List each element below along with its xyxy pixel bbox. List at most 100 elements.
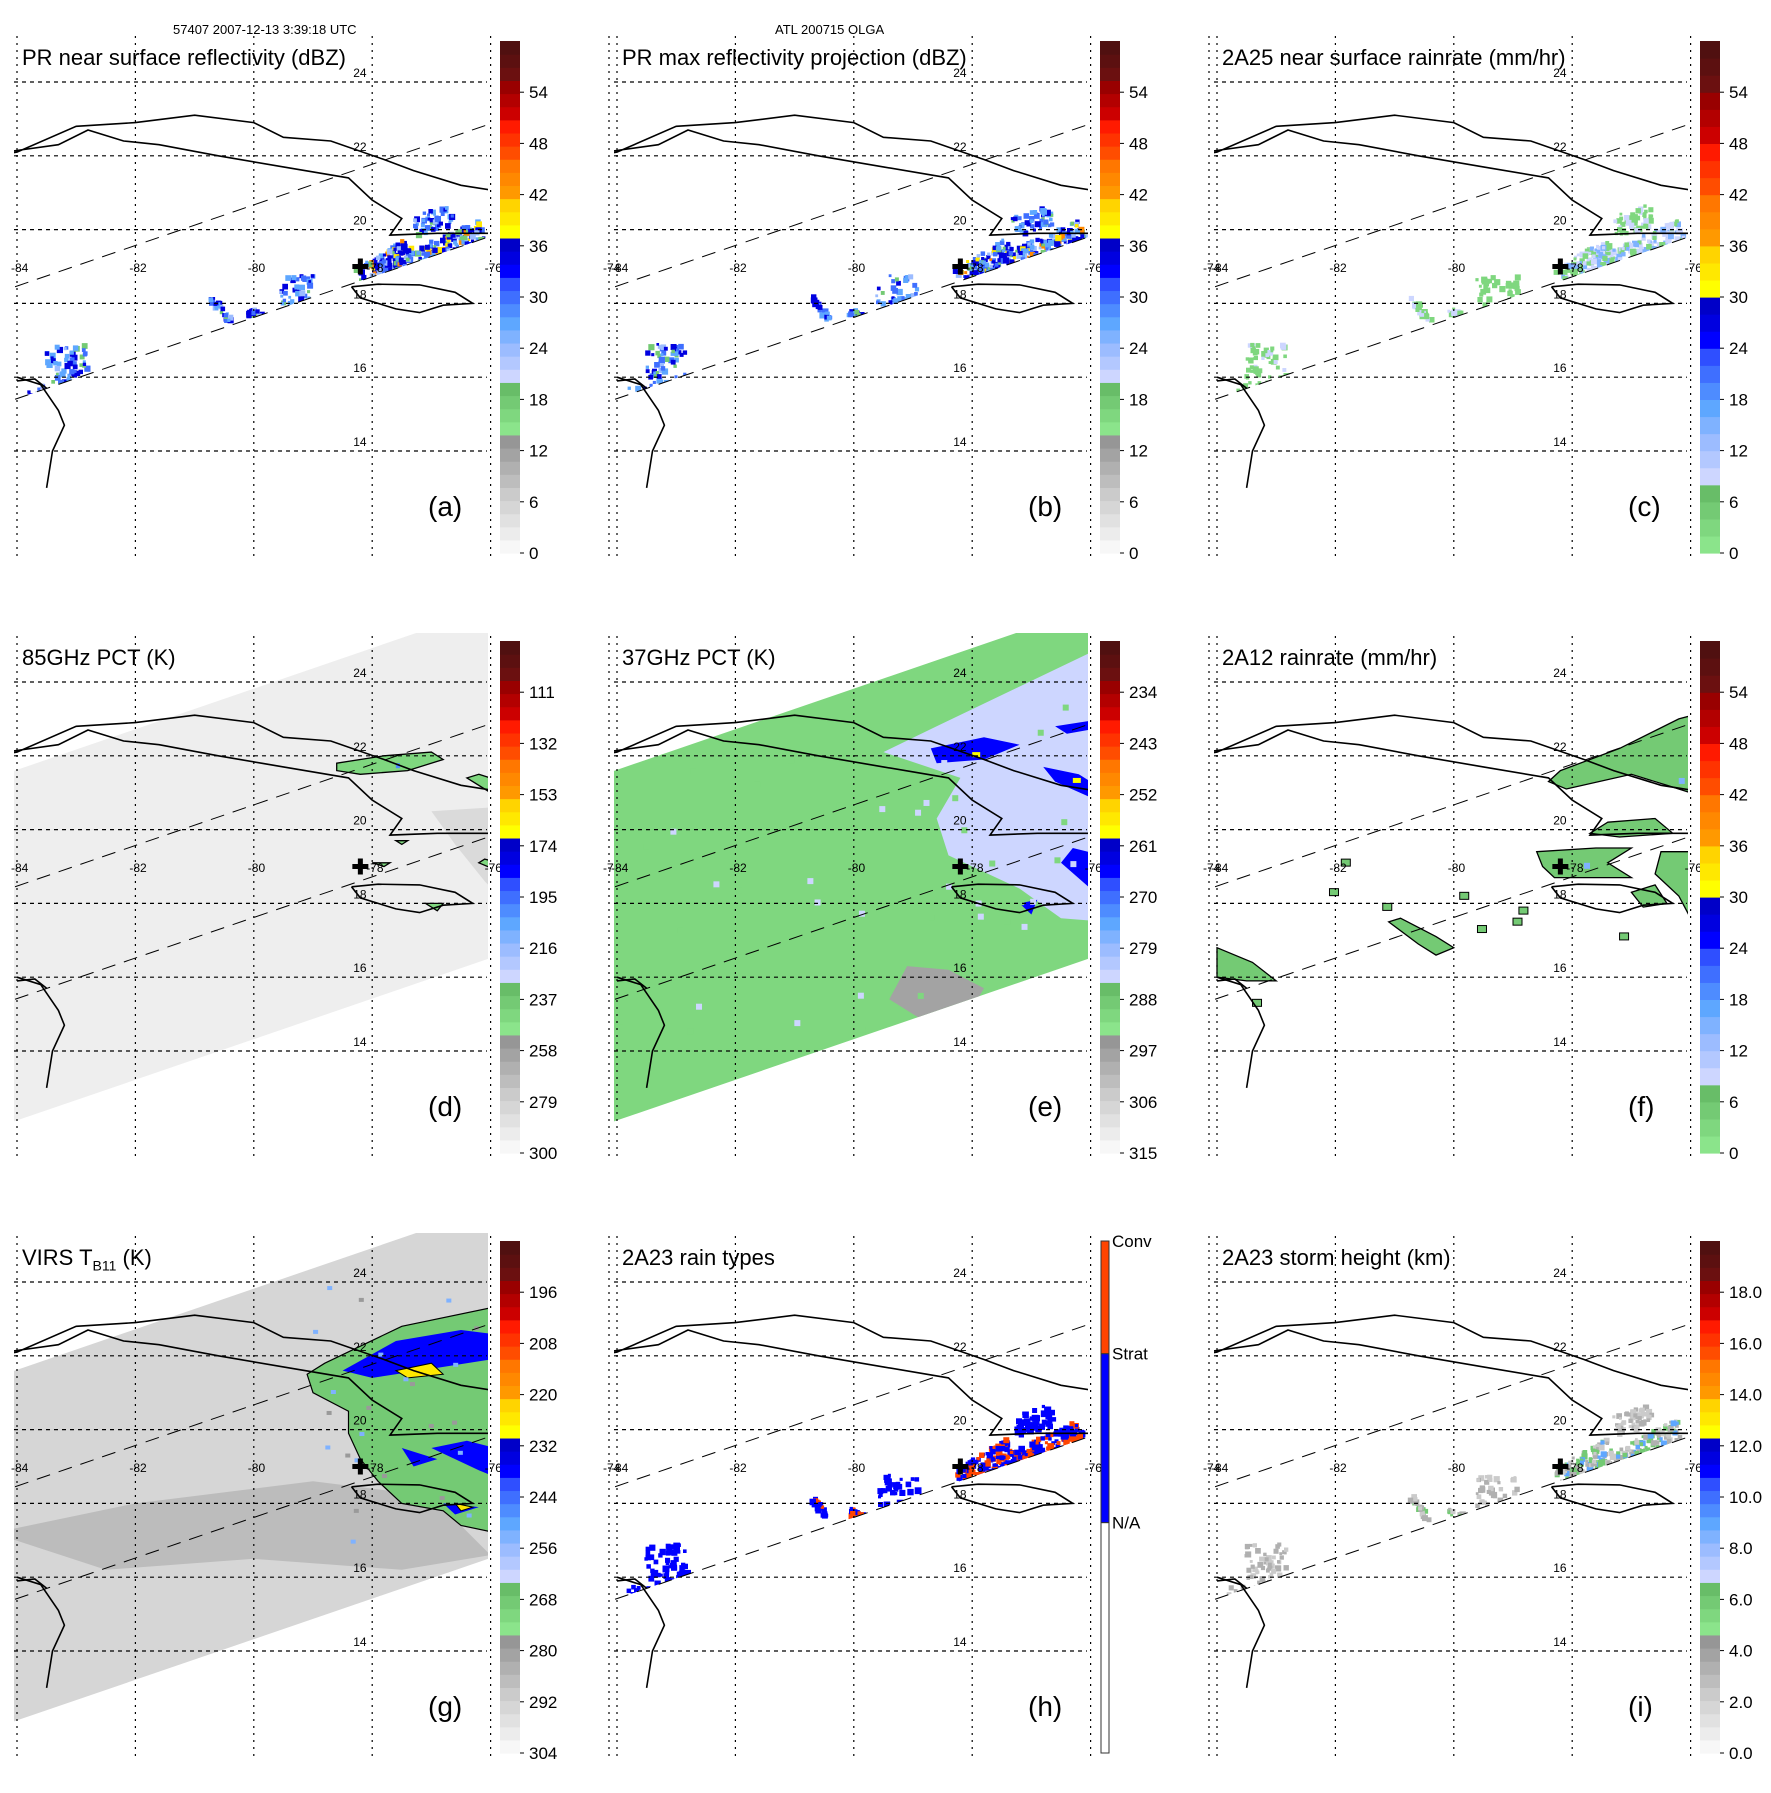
precip-pixel xyxy=(1581,1477,1586,1482)
precip-pixel xyxy=(1053,1455,1058,1460)
precip-pixel xyxy=(1643,1453,1647,1457)
precip-pixel xyxy=(662,1595,668,1601)
precip-pixel xyxy=(1231,405,1237,411)
precip-pixel xyxy=(666,421,669,424)
lat-tick-label: 20 xyxy=(1553,1414,1567,1428)
precip-pixel xyxy=(1409,296,1414,301)
precip-pixel xyxy=(435,261,440,266)
precip-pixel xyxy=(66,408,69,411)
precip-pixel xyxy=(662,403,666,407)
precip-pixel xyxy=(637,409,643,415)
precip-pixel xyxy=(890,1537,895,1542)
precip-pixel xyxy=(647,410,653,416)
precip-pixel xyxy=(1632,1462,1636,1466)
precip-pixel xyxy=(1255,1569,1259,1573)
colorbar-tick-label: 36 xyxy=(1729,237,1748,256)
precip-pixel xyxy=(1626,220,1632,226)
colorbar-bin xyxy=(1700,1320,1720,1334)
precip-pixel xyxy=(1146,207,1151,212)
colorbar-bin xyxy=(1700,1648,1720,1662)
precip-pixel xyxy=(1595,269,1600,274)
precip-pixel xyxy=(1643,1460,1649,1466)
precip-pixel xyxy=(1026,1459,1031,1464)
colorbar-tick-label: 216 xyxy=(529,939,557,958)
colorbar-bin xyxy=(500,1087,520,1101)
precip-pixel xyxy=(1015,250,1018,253)
pct37-pixel xyxy=(754,782,760,788)
precip-pixel xyxy=(1265,353,1269,357)
precip-pixel xyxy=(882,325,888,331)
precip-pixel xyxy=(1139,1405,1145,1411)
precip-pixel xyxy=(1043,255,1047,259)
precip-pixel xyxy=(1049,1451,1052,1454)
precip-pixel xyxy=(1121,1388,1125,1392)
precip-pixel xyxy=(1142,1415,1146,1419)
precip-pixel xyxy=(981,251,986,256)
precip-pixel xyxy=(631,1592,636,1597)
precip-pixel xyxy=(898,334,903,339)
precip-pixel xyxy=(40,421,46,427)
precip-pixel xyxy=(1122,203,1125,206)
precip-pixel xyxy=(1506,339,1512,345)
precip-pixel xyxy=(1035,221,1041,227)
precip-pixel xyxy=(655,1582,658,1585)
precip-pixel xyxy=(1583,265,1587,269)
precip-pixel xyxy=(903,278,908,283)
precip-pixel xyxy=(1660,1437,1663,1440)
precip-pixel xyxy=(1613,219,1617,223)
virs-pixel xyxy=(467,1514,472,1518)
precip-pixel xyxy=(1458,1516,1461,1519)
precip-pixel xyxy=(1695,1384,1699,1388)
colorbar-tick-label: 0 xyxy=(1729,544,1738,563)
precip-pixel xyxy=(1139,211,1142,214)
colorbar-bin xyxy=(1100,1074,1120,1088)
rain-cell xyxy=(1513,918,1522,925)
precip-pixel xyxy=(1486,1533,1492,1539)
precip-pixel xyxy=(1057,1441,1061,1445)
precip-pixel xyxy=(1639,1496,1642,1499)
precip-pixel xyxy=(67,419,72,424)
precip-pixel xyxy=(523,196,529,202)
precip-pixel xyxy=(1129,207,1134,212)
colorbar-bin xyxy=(500,120,520,134)
precip-pixel xyxy=(975,1476,980,1481)
colorbar-tick-label: 288 xyxy=(1129,990,1157,1009)
precip-pixel xyxy=(1720,195,1723,198)
colorbar-tick-label: 6 xyxy=(1729,493,1738,512)
precip-pixel xyxy=(1283,1577,1288,1582)
colorbar-bin xyxy=(1100,120,1120,134)
colorbar-bin xyxy=(1100,956,1120,970)
precip-pixel xyxy=(639,415,645,421)
precip-pixel xyxy=(1463,1517,1466,1520)
precip-pixel xyxy=(1638,1495,1641,1498)
lon-tick-label: -84 xyxy=(11,1461,29,1475)
lat-tick-label: 22 xyxy=(953,140,967,154)
precip-pixel xyxy=(60,371,66,377)
colorbar-bin xyxy=(500,772,520,786)
colorbar-tick-label: 18 xyxy=(1729,390,1748,409)
precip-pixel xyxy=(494,184,498,188)
pct37-pixel xyxy=(687,1028,693,1034)
colorbar-bin xyxy=(500,1425,520,1439)
precip-pixel xyxy=(1246,1568,1251,1573)
precip-pixel xyxy=(1622,247,1625,250)
colorbar-tick-label: 24 xyxy=(1129,339,1148,358)
colorbar-bin xyxy=(1700,709,1720,727)
precip-pixel xyxy=(387,255,391,259)
precip-pixel xyxy=(1037,1444,1043,1450)
precip-pixel xyxy=(1658,254,1663,259)
precip-pixel xyxy=(1470,1522,1474,1526)
precip-pixel xyxy=(1092,1383,1096,1387)
precip-pixel xyxy=(1599,256,1602,259)
precip-pixel xyxy=(69,381,73,385)
colorbar-bin xyxy=(1100,641,1120,655)
colorbar-bin xyxy=(500,1635,520,1649)
precip-pixel xyxy=(907,1539,913,1545)
precip-pixel xyxy=(279,291,282,294)
precip-pixel xyxy=(476,221,482,227)
precip-pixel xyxy=(1645,1497,1651,1503)
precip-pixel xyxy=(901,1502,906,1507)
precip-pixel xyxy=(887,335,892,340)
precip-pixel xyxy=(1720,1402,1725,1407)
